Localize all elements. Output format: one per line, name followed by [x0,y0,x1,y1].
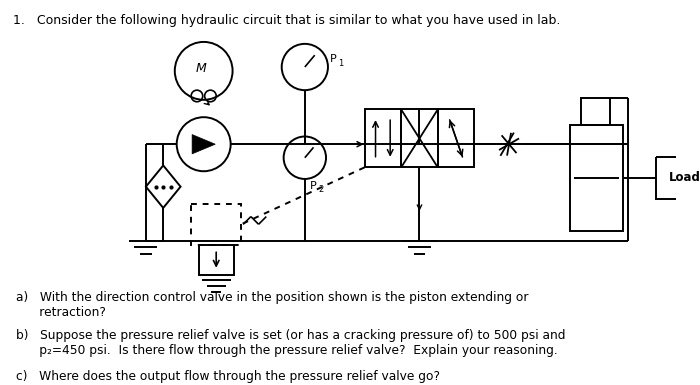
Bar [199,244,234,275]
Text: 2: 2 [318,185,323,194]
Bar [438,109,475,167]
Text: c)   Where does the output flow through the pressure relief valve go?: c) Where does the output flow through th… [16,370,440,383]
Text: b)   Suppose the pressure relief valve is set (or has a cracking pressure of) to: b) Suppose the pressure relief valve is … [16,330,566,358]
Text: 1: 1 [339,59,344,68]
Text: 1.   Consider the following hydraulic circuit that is similar to what you have u: 1. Consider the following hydraulic circ… [13,14,560,27]
Text: M: M [195,62,206,75]
Bar [365,109,401,167]
Text: a)   With the direction control valve in the position shown is the piston extend: a) With the direction control valve in t… [16,291,528,319]
Bar [570,125,623,231]
Text: Load: Load [668,171,700,184]
Bar [657,157,700,199]
Polygon shape [192,135,215,154]
Bar [191,204,242,244]
Text: P: P [309,181,316,191]
Bar [581,98,610,125]
Bar [401,109,438,167]
Text: P: P [330,54,337,64]
